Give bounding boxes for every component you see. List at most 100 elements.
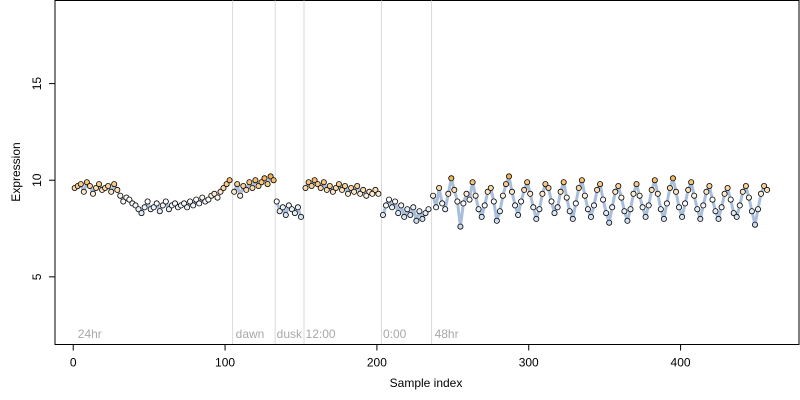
data-point	[279, 204, 286, 211]
data-point	[736, 202, 743, 209]
data-point	[285, 202, 292, 209]
data-point	[478, 213, 485, 220]
data-point	[724, 184, 731, 191]
data-point	[348, 184, 355, 191]
data-point	[320, 179, 327, 186]
data-point	[220, 184, 227, 191]
data-point	[171, 200, 178, 207]
x-tick-label: 100	[215, 356, 235, 370]
data-point	[425, 206, 432, 213]
data-point	[314, 181, 321, 188]
data-point	[621, 208, 628, 215]
data-point	[419, 215, 426, 222]
data-point	[627, 206, 634, 213]
data-point	[317, 184, 324, 191]
data-point	[490, 198, 497, 205]
data-point	[518, 198, 525, 205]
data-point	[685, 186, 692, 193]
data-point	[205, 196, 212, 203]
points-layer	[71, 173, 771, 230]
data-point	[493, 217, 500, 224]
data-point	[326, 182, 333, 189]
y-tick-label: 10	[30, 173, 44, 187]
data-point	[341, 182, 348, 189]
data-point	[533, 215, 540, 222]
data-point	[162, 198, 169, 205]
data-point	[670, 175, 677, 182]
data-point	[606, 219, 613, 226]
data-point	[156, 208, 163, 215]
data-point	[588, 213, 595, 220]
data-point	[416, 208, 423, 215]
data-point	[410, 204, 417, 211]
data-point	[375, 190, 382, 197]
data-point	[329, 188, 336, 195]
data-point	[379, 211, 386, 218]
data-point	[715, 215, 722, 222]
data-point	[249, 184, 256, 191]
data-point	[401, 213, 408, 220]
data-point	[214, 194, 221, 201]
section-labels-layer: 24hr dawn dusk 12:00 0:00 48hr	[78, 327, 459, 341]
data-point	[392, 198, 399, 205]
data-point	[255, 182, 262, 189]
data-point	[264, 181, 271, 188]
data-point	[413, 217, 420, 224]
data-point	[584, 206, 591, 213]
data-point	[276, 208, 283, 215]
data-point	[454, 198, 461, 205]
data-point	[217, 188, 224, 195]
data-point	[261, 175, 268, 182]
data-point	[642, 213, 649, 220]
data-point	[639, 204, 646, 211]
data-point	[633, 181, 640, 188]
y-axis-title: Expression	[9, 142, 23, 201]
data-point	[187, 198, 194, 205]
data-point	[651, 177, 658, 184]
data-point	[323, 186, 330, 193]
data-point	[603, 210, 610, 217]
plot-frame	[54, 0, 800, 345]
data-point	[111, 181, 118, 188]
data-point	[311, 177, 318, 184]
data-point	[682, 200, 689, 207]
data-point	[487, 184, 494, 191]
data-point	[407, 211, 414, 218]
data-point	[524, 179, 531, 186]
section-label-0: 24hr	[78, 327, 102, 341]
data-point	[372, 186, 379, 193]
x-axis: 0 100 200 300 400	[70, 344, 691, 370]
data-point	[305, 179, 312, 186]
data-point	[439, 200, 446, 207]
data-point	[545, 184, 552, 191]
data-point	[395, 210, 402, 217]
data-point	[752, 221, 759, 228]
data-point	[243, 186, 250, 193]
data-point	[273, 198, 280, 205]
data-point	[77, 181, 84, 188]
data-point	[660, 215, 667, 222]
data-point	[308, 182, 315, 189]
data-point	[551, 210, 558, 217]
data-point	[442, 206, 449, 213]
data-point	[636, 192, 643, 199]
data-point	[502, 181, 509, 188]
section-label-1: dawn	[236, 327, 265, 341]
data-point	[126, 196, 133, 203]
data-point	[252, 177, 259, 184]
data-point	[240, 182, 247, 189]
data-point	[527, 190, 534, 197]
data-point	[398, 202, 405, 209]
data-point	[563, 194, 570, 201]
data-point	[609, 204, 616, 211]
data-point	[360, 186, 367, 193]
data-point	[351, 188, 358, 195]
data-point	[727, 196, 734, 203]
section-label-3: 12:00	[306, 327, 336, 341]
data-point	[657, 206, 664, 213]
data-point	[618, 194, 625, 201]
data-point	[153, 200, 160, 207]
x-tick-label: 300	[519, 356, 539, 370]
data-point	[496, 208, 503, 215]
data-point	[733, 213, 740, 220]
